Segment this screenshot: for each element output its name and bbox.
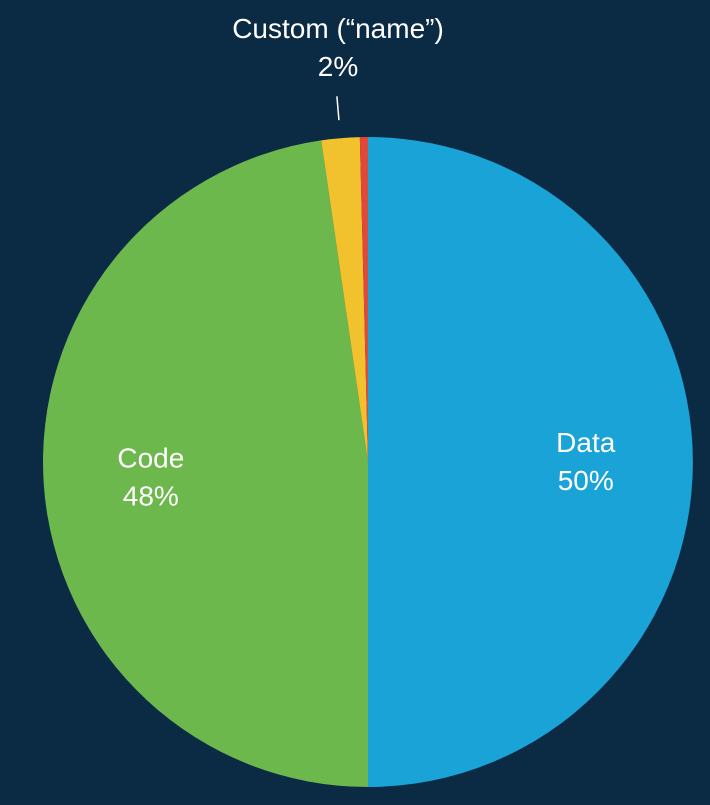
slice-value-label-code: 48% <box>123 481 179 512</box>
slice-label-data: Data <box>556 427 616 458</box>
pie-slice-custom-name <box>321 137 368 462</box>
leader-line-custom-name <box>336 96 340 121</box>
slice-label-code: Code <box>117 443 184 474</box>
slices-layer <box>43 137 693 787</box>
pie-slice-data <box>368 137 693 787</box>
pie-slice-code <box>43 140 369 787</box>
slice-value-label-custom-name: 2% <box>318 51 358 82</box>
slice-label-custom-name: Custom (“name”) <box>232 13 444 44</box>
labels-layer: Data 50% Code 48% Custom (“name”) 2% <box>117 13 615 512</box>
pie-slice-slice-3 <box>359 137 368 462</box>
slice-value-label-data: 50% <box>558 465 614 496</box>
